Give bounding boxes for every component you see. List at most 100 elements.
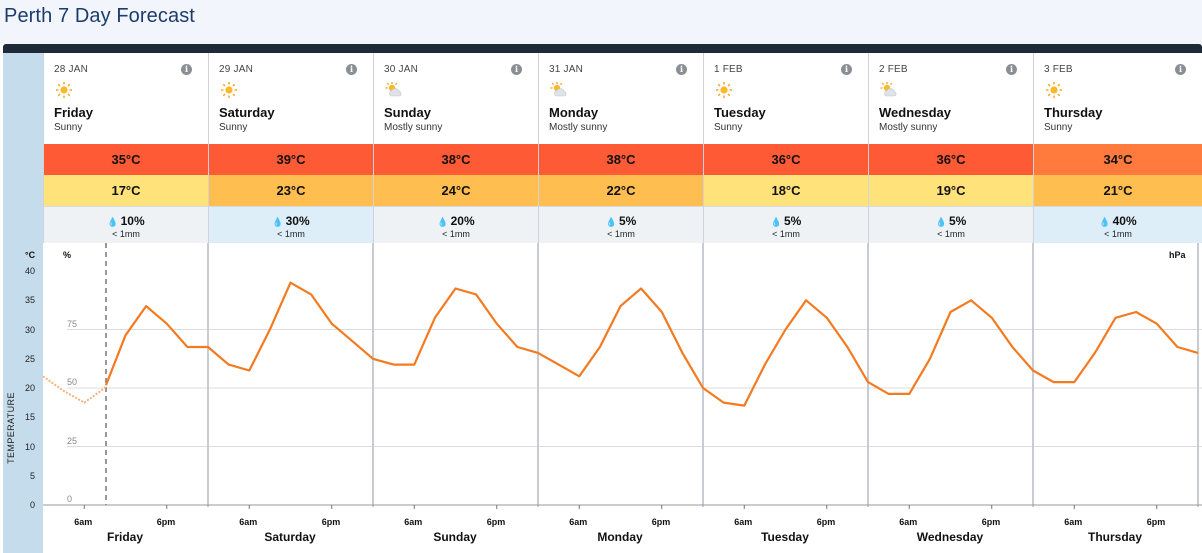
time-label: 6pm	[651, 517, 671, 527]
max-temperature: 38°C	[539, 144, 703, 175]
min-temperature: 22°C	[539, 175, 703, 206]
day-column-thursday[interactable]: 3 FEB i Thursday Sunny 34°C 21°C 💧 40% < 1mm	[1033, 53, 1202, 243]
rain-amount: < 1mm	[442, 229, 470, 239]
graph-day-label: Thursday	[1087, 530, 1142, 544]
min-temperature: 17°C	[44, 175, 208, 206]
max-temperature: 36°C	[704, 144, 868, 175]
percent-tick: 0	[67, 494, 73, 504]
day-column-monday[interactable]: 31 JAN i Monday Mostly sunny 38°C 22°C 💧 5% < 1m…	[538, 53, 703, 243]
rain-cell: 💧 5% < 1mm	[869, 206, 1033, 243]
day-description: Sunny	[219, 122, 248, 133]
time-label: 6am	[239, 517, 258, 527]
temperature-tick: 5	[29, 470, 35, 481]
info-icon[interactable]: i	[1175, 64, 1186, 75]
rain-cell: 💧 5% < 1mm	[704, 206, 868, 243]
time-label: 6pm	[981, 517, 1001, 527]
temperature-tick: 10	[24, 441, 35, 452]
past-temperature-line	[42, 375, 107, 404]
day-column-tuesday[interactable]: 1 FEB i Tuesday Sunny 36°C 18°C 💧 5% < 1mm	[703, 53, 868, 243]
rain-amount: < 1mm	[607, 229, 635, 239]
time-label: 6am	[404, 517, 423, 527]
graph-day-label: Sunday	[433, 530, 477, 544]
rain-chance: 5%	[618, 214, 637, 228]
day-name: Sunday	[384, 105, 431, 120]
time-label: 6pm	[816, 517, 836, 527]
day-name: Wednesday	[879, 105, 952, 120]
day-date: 30 JAN	[384, 64, 418, 75]
forecast-header-bar	[3, 44, 1202, 53]
time-label: 6pm	[156, 517, 176, 527]
day-date: 31 JAN	[549, 64, 583, 75]
graph-day-label: Monday	[597, 530, 643, 544]
mostly-sunny-icon	[549, 81, 569, 99]
day-column-friday[interactable]: 28 JAN i Friday Sunny 35°C 17°C 💧 10% < 1mm	[43, 53, 208, 243]
day-description: Sunny	[54, 122, 83, 133]
rain-cell: 💧 10% < 1mm	[44, 206, 208, 243]
rain-cell: 💧 5% < 1mm	[539, 206, 703, 243]
day-name: Friday	[54, 105, 94, 120]
rain-chance: 30%	[285, 214, 310, 228]
time-label: 6am	[899, 517, 918, 527]
time-label: 6pm	[486, 517, 506, 527]
page-title: Perth 7 Day Forecast	[4, 5, 195, 27]
day-date: 3 FEB	[1044, 64, 1073, 75]
day-header: 3 FEB i Thursday Sunny	[1034, 53, 1202, 144]
day-description: Sunny	[1044, 122, 1073, 133]
graph-day-label: Wednesday	[916, 530, 984, 544]
info-icon[interactable]: i	[181, 64, 192, 75]
day-header: 29 JAN i Saturday Sunny	[209, 53, 373, 144]
time-label: 6pm	[321, 517, 341, 527]
percent-tick: 25	[67, 435, 78, 446]
day-header: 2 FEB i Wednesday Mostly sunny	[869, 53, 1033, 144]
min-temperature: 18°C	[704, 175, 868, 206]
info-icon[interactable]: i	[511, 64, 522, 75]
percent-unit-label: %	[63, 250, 72, 260]
rain-chance: 5%	[783, 214, 802, 228]
temp-unit-label: °C	[25, 250, 36, 260]
max-temperature: 39°C	[209, 144, 373, 175]
raindrops-icon: 💧	[605, 217, 617, 227]
day-date: 1 FEB	[714, 64, 743, 75]
temperature-graph	[42, 243, 1202, 509]
max-temperature: 35°C	[44, 144, 208, 175]
temperature-axis-label: TEMPERATURE	[5, 392, 16, 464]
day-date: 29 JAN	[219, 64, 253, 75]
temperature-line	[104, 281, 1199, 407]
day-description: Mostly sunny	[879, 122, 938, 133]
temperature-tick: 20	[24, 383, 35, 393]
info-icon[interactable]: i	[841, 64, 852, 75]
min-temperature: 19°C	[869, 175, 1033, 206]
info-icon[interactable]: i	[346, 64, 357, 75]
info-icon[interactable]: i	[676, 64, 687, 75]
temperature-tick: 35	[24, 295, 35, 306]
rain-cell: 💧 30% < 1mm	[209, 206, 373, 243]
day-header: 28 JAN i Friday Sunny	[44, 53, 208, 144]
day-column-saturday[interactable]: 29 JAN i Saturday Sunny 39°C 23°C 💧 30% < 1mm	[208, 53, 373, 243]
raindrops-icon: 💧	[272, 217, 283, 227]
time-label: 6am	[569, 517, 588, 527]
percent-tick: 50	[67, 377, 78, 387]
day-column-sunday[interactable]: 30 JAN i Sunday Mostly sunny 38°C 24°C 💧 20% < 1…	[373, 53, 538, 243]
time-label: 6am	[734, 517, 753, 527]
min-temperature: 24°C	[374, 175, 538, 206]
max-temperature: 36°C	[869, 144, 1033, 175]
rain-chance: 20%	[450, 214, 475, 228]
sun-icon	[1044, 81, 1064, 99]
time-label: 6am	[74, 517, 93, 527]
time-label: 6am	[1064, 517, 1083, 527]
temperature-tick: 15	[24, 412, 35, 423]
plot-area	[43, 243, 1202, 507]
day-name: Monday	[549, 105, 599, 120]
info-icon[interactable]: i	[1006, 64, 1017, 75]
max-temperature: 34°C	[1034, 144, 1202, 175]
sun-icon	[54, 81, 74, 99]
rain-amount: < 1mm	[937, 229, 965, 239]
day-name: Saturday	[219, 105, 275, 120]
day-column-wednesday[interactable]: 2 FEB i Wednesday Mostly sunny 36°C 19°C 💧 5% < …	[868, 53, 1033, 243]
raindrops-icon: 💧	[770, 217, 782, 227]
mostly-sunny-icon	[879, 81, 899, 99]
meteogram: °C % hPa TEMPERATURE 40 35 30 25 20 15 10 5 0 75 5…	[3, 243, 1202, 553]
day-description: Mostly sunny	[549, 122, 608, 133]
graph-day-label: Friday	[106, 530, 143, 544]
day-date: 2 FEB	[879, 64, 908, 75]
